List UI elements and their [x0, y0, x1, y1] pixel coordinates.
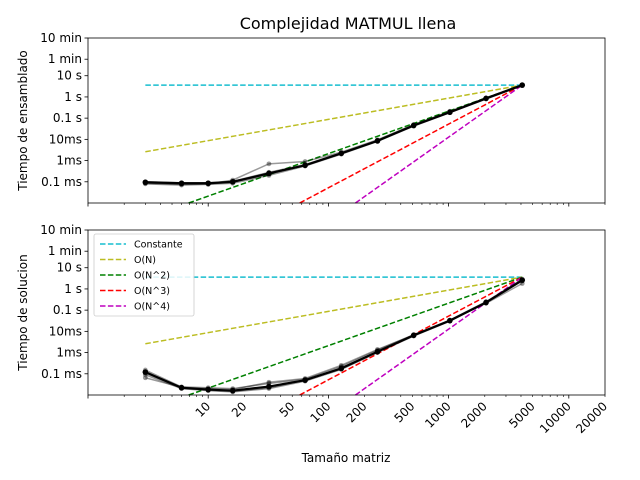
y-tick-label: 1 s	[64, 282, 82, 296]
mean-point	[374, 348, 381, 355]
mean-point	[229, 178, 236, 185]
reference-line-o-n-	[145, 276, 523, 345]
y-tick-label: 1 min	[48, 52, 82, 66]
reference-line-o-n-3-	[299, 276, 523, 396]
mean-line	[145, 84, 523, 185]
mean-point	[410, 332, 417, 339]
y-tick-label: 10 s	[57, 69, 82, 83]
mean-point	[483, 299, 489, 306]
mean-point	[447, 317, 453, 324]
y-tick-label: 1ms	[56, 154, 82, 168]
mean-point	[338, 365, 345, 372]
mean-point	[338, 150, 345, 157]
mean-point	[410, 122, 417, 129]
y-axis-label: Tiempo de ensamblado	[16, 50, 30, 192]
mean-point	[447, 109, 453, 116]
mean-point	[483, 95, 489, 102]
run-point	[266, 379, 272, 385]
mean-point	[519, 277, 526, 283]
y-tick-label: 0.1 s	[53, 303, 82, 317]
legend-label: O(N^3)	[134, 286, 170, 297]
reference-line-o-n-2-	[188, 276, 523, 396]
y-tick-label: 1 min	[48, 244, 82, 258]
mean-point	[205, 180, 212, 187]
y-tick-label: 10 s	[57, 261, 82, 275]
y-tick-label: 1 s	[64, 90, 82, 104]
reference-line-o-n-3-	[299, 84, 523, 204]
legend-label: Constante	[134, 240, 183, 251]
y-tick-label: 10ms	[49, 324, 82, 338]
y-tick-label: 0.1 ms	[41, 175, 82, 189]
reference-line-o-n-4-	[355, 84, 523, 204]
legend-label: O(N^4)	[134, 302, 170, 313]
mean-point	[302, 162, 308, 169]
mean-point	[142, 369, 149, 375]
run-point	[302, 159, 308, 164]
chart-title: Complejidad MATMUL llena	[240, 14, 457, 33]
mean-point	[178, 384, 185, 391]
y-tick-label: 1ms	[56, 346, 82, 360]
mean-point	[142, 179, 149, 186]
legend-box	[93, 233, 195, 317]
mean-point	[178, 180, 185, 187]
mean-point	[266, 170, 272, 177]
axes-frame	[87, 229, 606, 396]
legend-label: O(N)	[134, 255, 156, 266]
run-point	[142, 375, 148, 381]
mean-point	[374, 138, 381, 144]
y-tick-label: 10ms	[49, 132, 82, 146]
y-tick-label: 10 min	[40, 223, 82, 237]
x-axis-label: Tamaño matriz	[301, 451, 391, 465]
y-axis-label: Tiempo de solucion	[16, 254, 30, 371]
top-panel: 0.1 ms 1ms 10ms 0.1 s 1 s 10 s 1 min 10 min Tiem…	[16, 31, 606, 207]
run-point	[266, 161, 272, 167]
y-tick-label: 10 min	[40, 31, 82, 45]
legend: Constante O(N) O(N^2) O(N^3) O(N^4)	[93, 233, 195, 317]
reference-line-o-n-	[145, 84, 523, 153]
y-tick-label: 0.1 s	[53, 111, 82, 125]
y-tick-label: 0.1 ms	[41, 367, 82, 381]
mean-point	[205, 386, 212, 393]
mean-point	[519, 82, 526, 88]
mean-line	[144, 279, 523, 392]
mean-point	[229, 387, 236, 394]
legend-label: O(N^2)	[134, 271, 170, 282]
mean-point	[266, 383, 272, 390]
axes-frame	[87, 37, 606, 204]
mean-point	[302, 377, 308, 383]
